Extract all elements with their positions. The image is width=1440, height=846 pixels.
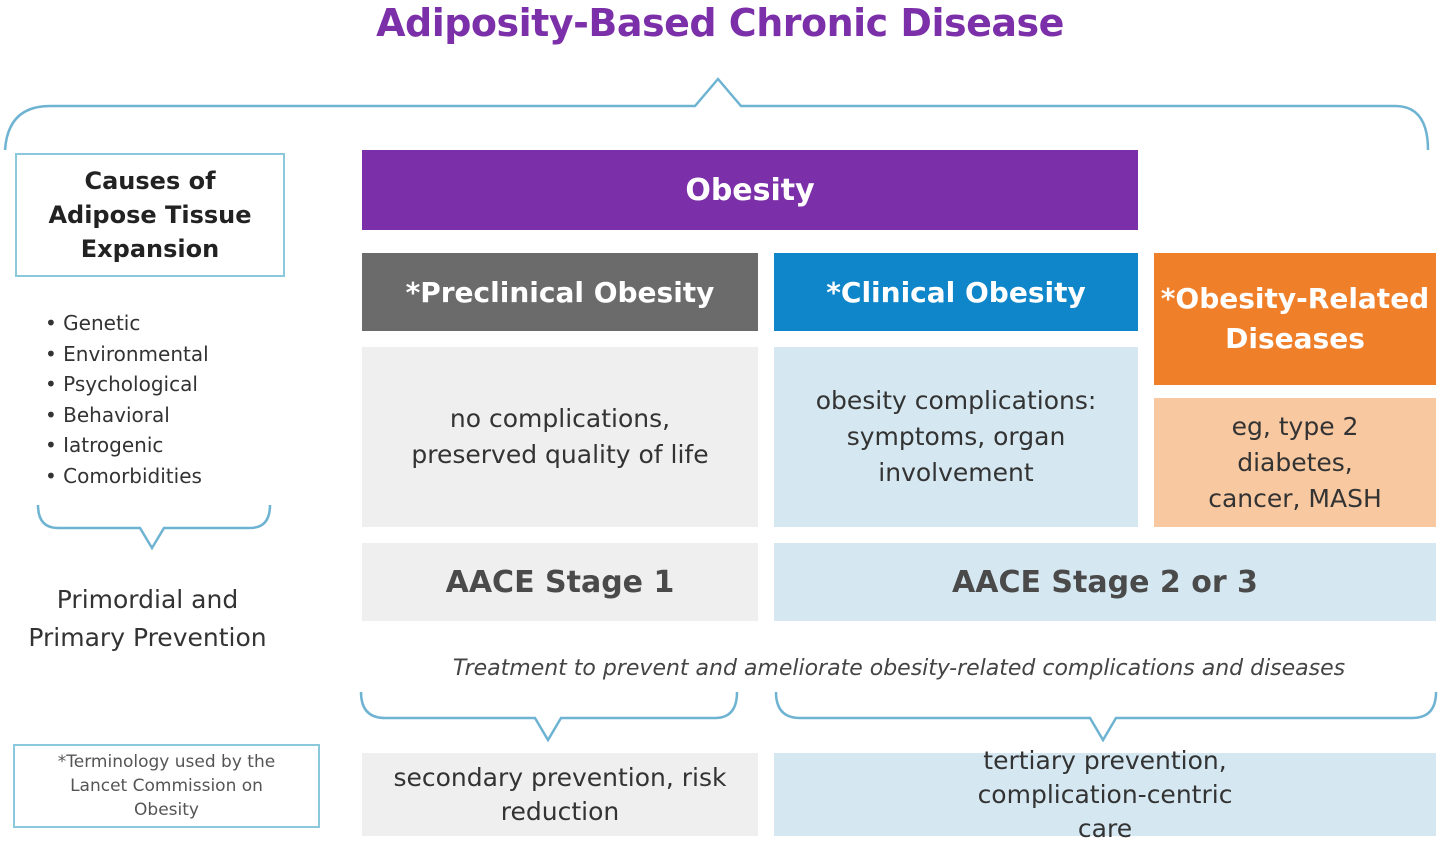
cause-item: Psychological (45, 369, 209, 400)
stage-1: AACE Stage 1 (362, 543, 758, 621)
primary-prevention: Primordial and Primary Prevention (28, 585, 267, 652)
footnote-box: *Terminology used by the Lancet Commissi… (13, 744, 320, 828)
preclinical-description: no complications, preserved quality of l… (362, 347, 758, 527)
treatment-text: Treatment to prevent and ameliorate obes… (452, 655, 1346, 681)
clinical-brace (774, 691, 1438, 743)
secondary-prevention: secondary prevention, risk reduction (362, 753, 758, 836)
stage-2-3: AACE Stage 2 or 3 (774, 543, 1436, 621)
cause-item: Environmental (45, 339, 209, 370)
causes-box: Causes of Adipose Tissue Expansion (15, 153, 285, 277)
related-description: eg, type 2 diabetes, cancer, MASH (1154, 398, 1436, 527)
causes-list: Genetic Environmental Psychological Beha… (45, 308, 209, 491)
causes-brace (36, 504, 272, 551)
cause-item: Behavioral (45, 400, 209, 431)
diagram-title: Adiposity-Based Chronic Disease (376, 1, 1064, 45)
tertiary-prevention: tertiary prevention, complication-centri… (774, 746, 1436, 843)
cause-item: Comorbidities (45, 461, 209, 492)
obesity-header: Obesity (362, 150, 1138, 230)
clinical-description: obesity complications: symptoms, organ i… (774, 347, 1138, 527)
preclinical-brace (359, 691, 739, 743)
preclinical-header: *Preclinical Obesity (362, 253, 758, 331)
top-brace (3, 77, 1430, 151)
clinical-header: *Clinical Obesity (774, 253, 1138, 331)
cause-item: Iatrogenic (45, 430, 209, 461)
cause-item: Genetic (45, 308, 209, 339)
related-header: *Obesity-Related Diseases (1154, 253, 1436, 385)
